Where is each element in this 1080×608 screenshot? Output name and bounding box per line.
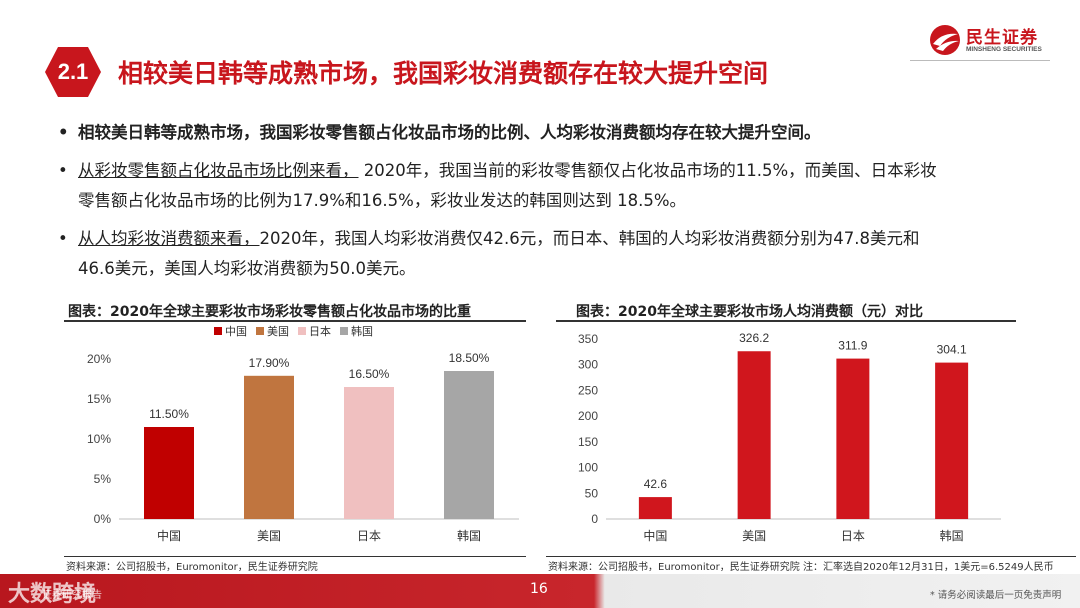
chart-left-title-rule: [64, 320, 526, 322]
bullet-share-line2: 零售额占化妆品市场的比例为17.9%和16.5%，彩妆业发达的韩国则达到 18.…: [78, 191, 686, 210]
watermark-small: 证券研究报告: [42, 590, 102, 601]
bullet-dot: •: [58, 229, 68, 248]
x-tick-label: 韩国: [940, 528, 964, 543]
data-label: 42.6: [644, 477, 668, 491]
hexagon-icon: [45, 47, 101, 97]
watermark: 大数跨境: [8, 582, 97, 607]
bullet-share-lead: 从彩妆零售额占化妆品市场比例来看，: [78, 161, 359, 180]
chart-right-title-rule: [556, 320, 1016, 322]
chart-left-source: 资料来源：公司招股书，Euromonitor，民生证券研究院: [66, 562, 318, 573]
section-number: 2.1: [57, 59, 89, 84]
y-tick-label: 300: [578, 358, 598, 372]
data-label: 11.50%: [149, 407, 189, 421]
bullet-summary-text: 相较美日韩等成熟市场，我国彩妆零售额占化妆品市场的比例、人均彩妆消费额均存在较大…: [78, 123, 821, 142]
footer-bar: [0, 574, 1080, 608]
legend-swatch: [298, 327, 306, 335]
y-tick-label: 10%: [87, 432, 111, 446]
bar: [244, 375, 294, 519]
page-title: 相较美日韩等成熟市场，我国彩妆消费额存在较大提升空间: [118, 59, 769, 88]
legend-label: 日本: [309, 324, 331, 338]
y-tick-label: 20%: [87, 352, 111, 366]
bar: [444, 371, 494, 519]
logo-text-en: MINSHENG SECURITIES: [966, 46, 1042, 53]
logo-text-cn: 民生证券: [966, 28, 1038, 48]
y-tick-label: 5%: [94, 472, 112, 486]
bar: [737, 351, 771, 519]
y-tick-label: 15%: [87, 392, 111, 406]
data-label: 16.50%: [349, 367, 390, 381]
logo-mark-icon: [930, 25, 960, 55]
bullet-dot: •: [58, 161, 68, 180]
chart-left-source-rule: [64, 556, 526, 557]
bullet-per-capita-line1: 2020年，我国人均彩妆消费仅42.6元，而日本、韩国的人均彩妆消费额分别为47…: [259, 229, 920, 248]
y-tick-label: 250: [578, 383, 598, 397]
x-tick-label: 韩国: [457, 528, 481, 543]
x-tick-label: 美国: [742, 529, 766, 543]
y-tick-label: 150: [578, 435, 598, 449]
footer-gradient: [0, 574, 1080, 608]
y-tick-label: 350: [578, 332, 598, 346]
chart-right-source-rule: [546, 556, 1076, 557]
y-tick-label: 0%: [94, 512, 112, 526]
data-label: 18.50%: [449, 351, 490, 365]
bar: [935, 362, 969, 519]
chart-right-source: 资料来源：公司招股书，Euromonitor，民生证券研究院 注：汇率选自202…: [548, 562, 1054, 573]
x-tick-label: 中国: [643, 528, 667, 543]
data-label: 311.9: [838, 339, 867, 353]
bullet-dot: •: [58, 123, 69, 142]
y-tick-label: 100: [578, 461, 598, 475]
bar: [144, 427, 194, 519]
company-logo: 民生证券 MINSHENG SECURITIES: [928, 22, 1053, 58]
chart-right-title: 图表：2020年全球主要彩妆市场人均消费额（元）对比: [576, 304, 923, 320]
legend-label: 韩国: [351, 324, 373, 338]
bullet-per-capita-line2: 46.6美元，美国人均彩妆消费额为50.0美元。: [78, 259, 416, 278]
legend-swatch: [214, 327, 222, 335]
bar: [836, 358, 870, 519]
legend-label: 美国: [267, 325, 289, 338]
y-tick-label: 200: [578, 409, 598, 423]
y-tick-label: 0: [591, 512, 598, 526]
page-number: 16: [530, 581, 548, 597]
legend-swatch: [256, 327, 264, 335]
x-tick-label: 美国: [257, 529, 281, 543]
bullet-share: • 从彩妆零售额占化妆品市场比例来看， 2020年，我国当前的彩妆零售额仅占化妆…: [56, 156, 937, 216]
data-label: 326.2: [739, 331, 769, 345]
y-tick-label: 50: [585, 486, 599, 500]
x-tick-label: 中国: [157, 528, 181, 543]
disclaimer: * 请务必阅读最后一页免责声明: [930, 590, 1062, 601]
bullet-share-line1: 2020年，我国当前的彩妆零售额仅占化妆品市场的11.5%，而美国、日本彩妆: [358, 161, 937, 180]
bullet-summary: • 相较美日韩等成熟市场，我国彩妆零售额占化妆品市场的比例、人均彩妆消费额均存在…: [56, 118, 821, 148]
section-number-badge: 2.1: [44, 46, 102, 98]
legend-swatch: [340, 327, 348, 335]
bar: [344, 387, 394, 519]
data-label: 17.90%: [249, 356, 290, 370]
x-tick-label: 日本: [841, 529, 865, 543]
bullet-per-capita-lead: 从人均彩妆消费额来看，: [78, 229, 260, 248]
x-tick-label: 日本: [357, 529, 381, 543]
bullet-per-capita: • 从人均彩妆消费额来看，2020年，我国人均彩妆消费仅42.6元，而日本、韩国…: [56, 224, 919, 284]
chart-left-title: 图表：2020年全球主要彩妆市场彩妆零售额占化妆品市场的比重: [68, 304, 471, 320]
chart-left: 中国 美国 日本 韩国0%5%10%15%20%11.50%中国17.90%美国16.…: [87, 324, 519, 543]
chart-right: 0 50 100 150 200 250 300 350 42.6 中国 326.2 美国 311.9 日…: [578, 331, 1001, 543]
legend-label: 中国: [225, 325, 247, 338]
data-label: 304.1: [937, 343, 967, 357]
bar: [638, 497, 672, 519]
header-divider: [910, 60, 1050, 61]
